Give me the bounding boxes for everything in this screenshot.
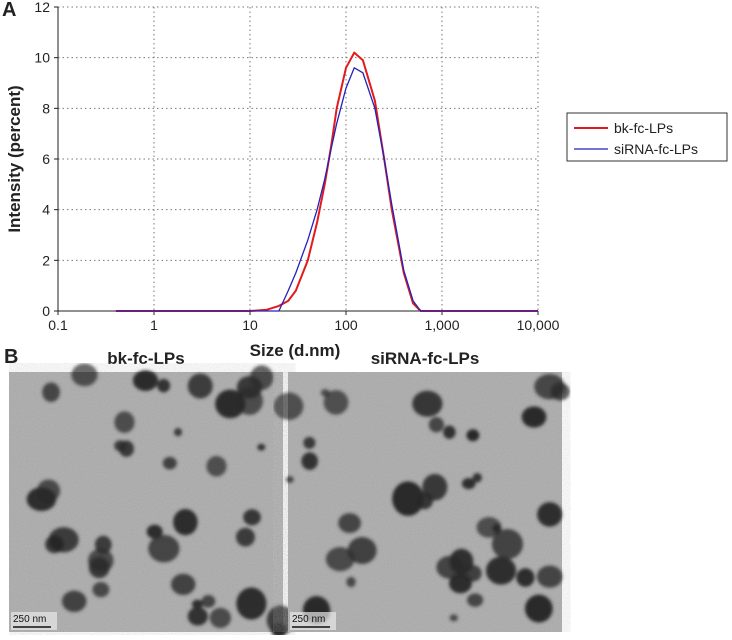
scale-bar-label: 250 nm <box>13 614 46 625</box>
particles <box>273 374 571 625</box>
particle <box>303 436 316 449</box>
micrograph <box>273 372 571 632</box>
particle <box>92 582 110 598</box>
particle <box>524 594 553 623</box>
particle <box>301 452 318 470</box>
image-title: siRNA-fc-LPs <box>371 349 480 368</box>
data-line <box>115 51 538 312</box>
particle <box>201 594 216 608</box>
particle <box>209 607 232 628</box>
scale-bar-label: 250 nm <box>292 614 325 625</box>
particle <box>449 573 472 594</box>
particle <box>467 593 484 607</box>
particle <box>114 411 135 434</box>
particle <box>273 392 304 421</box>
y-tick-label: 10 <box>34 50 50 66</box>
particle <box>235 386 263 416</box>
x-tick-label: 100 <box>334 317 358 333</box>
particle <box>187 607 208 626</box>
micrograph <box>9 363 296 639</box>
panel-label: A <box>2 0 16 21</box>
y-tick-label: 12 <box>34 0 50 15</box>
particle <box>42 382 60 403</box>
particle <box>173 508 198 536</box>
particle <box>466 429 480 442</box>
x-axis-title: Size (d.nm) <box>250 341 341 360</box>
x-tick-label: 0.1 <box>48 317 68 333</box>
particle <box>114 440 127 452</box>
particle <box>187 373 213 399</box>
panel-label: B <box>4 346 18 368</box>
particle <box>257 443 266 451</box>
particle <box>392 481 424 516</box>
particle <box>521 406 547 428</box>
particle <box>485 556 517 585</box>
particle <box>26 487 57 512</box>
particle <box>537 502 563 527</box>
particle <box>250 365 274 390</box>
y-tick-label: 4 <box>42 202 50 218</box>
particle <box>87 548 114 573</box>
particle <box>422 473 448 501</box>
particle <box>461 477 476 490</box>
particle <box>323 390 349 415</box>
particle <box>146 524 163 539</box>
particle <box>45 535 64 554</box>
legend-box <box>566 112 728 162</box>
particle <box>428 417 445 433</box>
particle <box>412 390 443 417</box>
x-tick-label: 1 <box>150 317 158 333</box>
particle <box>157 378 171 393</box>
particle <box>235 527 255 547</box>
particle <box>206 455 227 477</box>
particle <box>338 513 361 534</box>
scale-bar-bg <box>290 612 336 630</box>
particle <box>285 476 294 483</box>
particle <box>491 528 524 560</box>
image-title: bk-fc-LPs <box>107 349 184 368</box>
particle <box>148 534 180 563</box>
particle <box>449 614 458 622</box>
particle <box>271 622 287 639</box>
particle <box>236 587 267 620</box>
particle <box>472 472 482 483</box>
particle <box>191 599 204 609</box>
particle <box>325 547 355 572</box>
particle <box>476 517 502 538</box>
y-tick-label: 0 <box>42 303 50 319</box>
particles <box>26 363 296 639</box>
particle <box>436 555 464 579</box>
particle <box>443 425 456 439</box>
y-axis-title: Intensity (percent) <box>5 85 24 232</box>
particle <box>173 428 183 437</box>
y-tick-label: 2 <box>42 252 50 268</box>
y-tick-label: 6 <box>42 151 50 167</box>
particle <box>243 509 261 526</box>
x-tick-label: 1,000 <box>424 317 459 333</box>
particle <box>516 568 535 587</box>
particle <box>534 374 565 400</box>
y-tick-label: 8 <box>42 100 50 116</box>
particle <box>132 370 159 391</box>
data-line <box>115 67 538 312</box>
x-tick-label: 10 <box>242 317 258 333</box>
particle <box>346 576 356 588</box>
scale-bar-bg <box>11 612 57 630</box>
particle <box>347 537 377 565</box>
particle <box>71 363 98 387</box>
particle <box>162 456 177 470</box>
particle <box>171 573 196 596</box>
x-tick-label: 10,000 <box>517 317 560 333</box>
particle <box>536 565 563 588</box>
legend-label: bk-fc-LPs <box>614 120 673 136</box>
particle <box>61 590 87 613</box>
legend-label: siRNA-fc-LPs <box>614 141 698 157</box>
